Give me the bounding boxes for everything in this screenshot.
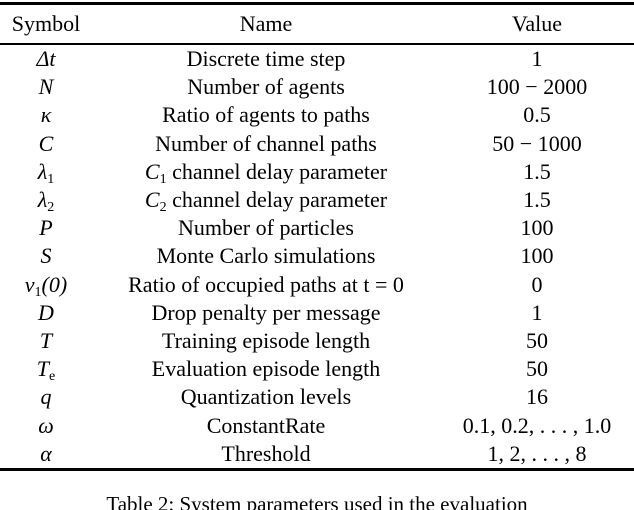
symbol-cell: α [40, 440, 52, 466]
value-cell: 50 [526, 327, 548, 353]
name-math-prefix: C [144, 187, 160, 213]
column-header-value: Value [511, 11, 563, 36]
value-cell: 50 − 1000 [492, 130, 582, 156]
name-cell: ConstantRate [206, 412, 326, 438]
table-row: κ Ratio of agents to paths 0.5 [0, 101, 634, 129]
table-row: λ2 C2 channel delay parameter 1.5 [0, 186, 634, 216]
table-row: α Threshold 1, 2, . . . , 8 [0, 440, 634, 468]
name-cell: Ratio of occupied paths at t = 0 [128, 271, 404, 297]
value-cell: 0 [531, 271, 543, 297]
value-cell: 1 [531, 46, 543, 72]
name-subscript: 2 [159, 200, 167, 216]
symbol-cell: N [38, 74, 54, 100]
value-cell: 0.1, 0.2, . . . , 1.0 [462, 412, 612, 438]
parameters-table: Symbol Name Value Δt Discrete time step … [0, 2, 634, 471]
symbol-subscript: e [49, 369, 56, 385]
table-row: T Training episode length 50 [0, 327, 634, 355]
name-cell: Discrete time step [186, 46, 346, 72]
value-cell: 100 [520, 215, 554, 241]
symbol-subscript: 2 [47, 200, 55, 216]
symbol-cell: P [39, 215, 53, 241]
name-cell: Number of channel paths [155, 130, 377, 156]
symbol-cell: ω [38, 412, 54, 438]
name-cell: Evaluation episode length [151, 356, 381, 382]
value-cell: 0.5 [523, 102, 551, 128]
table-row: D Drop penalty per message 1 [0, 299, 634, 327]
symbol-cell: λ1 [37, 158, 55, 187]
value-cell: 1 [531, 299, 543, 325]
table-row: ω ConstantRate 0.1, 0.2, . . . , 1.0 [0, 411, 634, 439]
name-cell: C1 channel delay parameter [144, 158, 388, 187]
table-row: C Number of channel paths 50 − 1000 [0, 130, 634, 158]
name-math-prefix: C [144, 158, 160, 184]
bottom-rule [0, 467, 634, 471]
symbol-cell: C [38, 130, 54, 156]
value-cell: 16 [526, 384, 548, 410]
column-header-name: Name [239, 11, 293, 36]
table-header-row: Symbol Name Value [0, 5, 634, 43]
symbol-cell: T [39, 327, 53, 353]
symbol-cell: Te [36, 356, 56, 385]
value-cell: 100 [520, 243, 554, 269]
symbol-cell: S [40, 243, 52, 269]
value-cell: 50 [526, 356, 548, 382]
symbol-cell: κ [40, 102, 52, 128]
table-body: Δt Discrete time step 1 N Number of agen… [0, 45, 634, 468]
header-rule [0, 43, 634, 45]
value-cell: 1.5 [523, 158, 551, 184]
symbol-cell: D [38, 299, 54, 325]
symbol-cell: Δt [36, 46, 56, 72]
name-subscript: 1 [159, 171, 167, 187]
table-row: Te Evaluation episode length 50 [0, 355, 634, 385]
name-cell: Training episode length [161, 327, 371, 353]
table-row: P Number of particles 100 [0, 214, 634, 242]
name-cell: Drop penalty per message [151, 299, 381, 325]
name-cell: Ratio of agents to paths [162, 102, 370, 128]
symbol-subscript: 1 [47, 171, 55, 187]
name-cell: Threshold [221, 440, 311, 466]
symbol-subscript: 1 [34, 284, 42, 300]
name-cell: Number of agents [187, 74, 345, 100]
table-row: ν1(0) Ratio of occupied paths at t = 0 0 [0, 271, 634, 299]
value-cell: 100 − 2000 [486, 74, 588, 100]
table-caption: Table 2: System parameters used in the e… [106, 492, 528, 510]
column-header-symbol: Symbol [11, 11, 81, 36]
symbol-cell: λ2 [37, 187, 55, 216]
table-row: N Number of agents 100 − 2000 [0, 73, 634, 101]
table-row: Δt Discrete time step 1 [0, 45, 634, 73]
table-row: λ1 C1 channel delay parameter 1.5 [0, 158, 634, 186]
name-cell: Monte Carlo simulations [156, 243, 376, 269]
value-cell: 1.5 [523, 187, 551, 213]
value-cell: 1, 2, . . . , 8 [487, 440, 587, 466]
table-row: S Monte Carlo simulations 100 [0, 242, 634, 270]
symbol-cell: ν1(0) [24, 271, 68, 300]
name-cell: Quantization levels [180, 384, 352, 410]
name-cell: Number of particles [178, 215, 354, 241]
table-row: q Quantization levels 16 [0, 383, 634, 411]
name-cell: C2 channel delay parameter [144, 187, 388, 216]
symbol-cell: q [40, 384, 52, 410]
top-rule [0, 2, 634, 5]
